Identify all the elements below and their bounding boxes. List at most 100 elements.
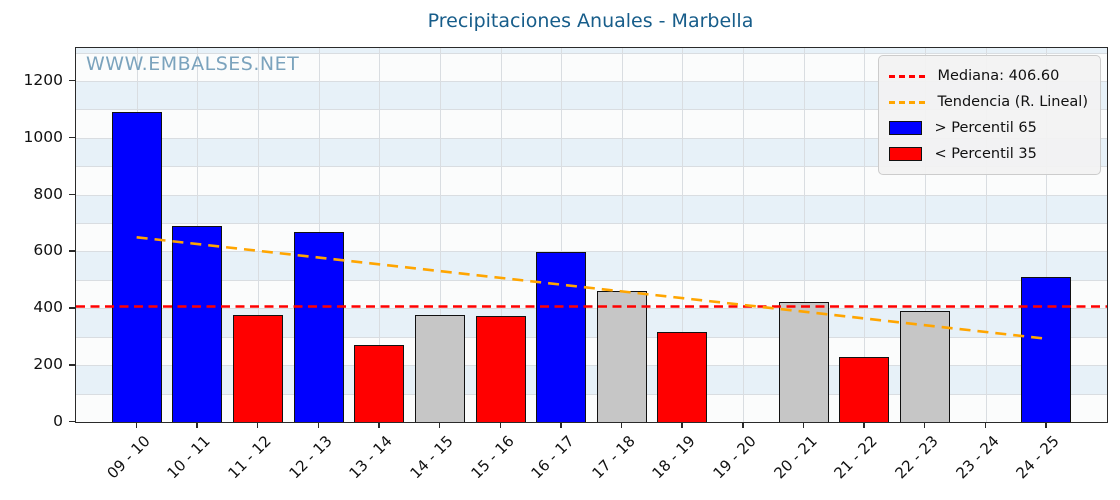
gridline-horizontal [76, 137, 1107, 139]
gridline-vertical [803, 48, 805, 422]
gridline-horizontal [76, 223, 1107, 225]
bar-18-19 [657, 331, 708, 422]
y-tick-label: 1200 [23, 70, 63, 89]
gridline-horizontal [76, 365, 1107, 367]
y-tick-mark [69, 79, 75, 82]
x-tick-mark [802, 422, 805, 428]
bar-13-14 [354, 344, 405, 422]
x-tick-mark [984, 422, 987, 428]
legend-item-percentil-65: > Percentil 65 [889, 115, 1088, 141]
x-tick-label: 12 - 13 [285, 432, 336, 483]
blue-rect-sample [889, 121, 923, 135]
background-stripe [76, 393, 1107, 422]
x-tick-label: 09 - 10 [103, 432, 154, 483]
x-tick-mark [863, 422, 865, 428]
gridline-vertical [561, 48, 563, 422]
trend-dashed-line-sample [889, 100, 926, 104]
gridline-horizontal [76, 166, 1107, 168]
gridline-vertical [682, 48, 684, 422]
bar-15-16 [475, 315, 526, 422]
x-tick-mark [681, 422, 683, 428]
x-tick-label: 20 - 21 [770, 432, 821, 483]
bar-24-25 [1021, 277, 1072, 422]
bar-22-23 [900, 310, 951, 422]
bar-11-12 [232, 315, 283, 422]
legend-item-percentil-35: < Percentil 35 [889, 141, 1088, 167]
y-tick-label: 600 [33, 241, 63, 260]
legend-item-trend: Tendencia (R. Lineal) [889, 89, 1088, 115]
y-tick-label: 0 [53, 412, 63, 430]
watermark: WWW.EMBALSES.NET [86, 53, 300, 75]
gridline-horizontal [76, 251, 1107, 253]
legend-label: > Percentil 65 [934, 120, 1037, 136]
x-tick-label: 21 - 22 [830, 432, 882, 483]
x-tick-mark [742, 422, 744, 428]
x-tick-mark [196, 422, 198, 428]
gridline-vertical [1046, 48, 1048, 422]
background-stripe [76, 336, 1107, 366]
gridline-horizontal [76, 109, 1107, 111]
x-tick-label: 24 - 25 [1012, 432, 1064, 483]
gridline-vertical [621, 48, 623, 422]
y-tick-mark [69, 364, 75, 366]
bar-17-18 [596, 291, 647, 422]
bar-14-15 [414, 314, 465, 422]
gridline-horizontal [76, 80, 1107, 82]
x-tick-mark [1045, 422, 1047, 428]
x-tick-mark [560, 422, 562, 428]
plot-area: WWW.EMBALSES.NET Mediana: 406.60 Tendenc… [75, 47, 1108, 423]
gridline-vertical [925, 48, 927, 422]
y-tick-label: 800 [33, 184, 63, 203]
y-tick-label: 400 [33, 298, 63, 317]
gridline-vertical [257, 48, 259, 422]
x-tick-mark [256, 422, 259, 428]
y-tick-label: 1000 [23, 127, 63, 146]
x-tick-mark [135, 422, 138, 428]
background-stripe [76, 251, 1107, 280]
red-rect-sample [889, 147, 923, 161]
legend-label: Mediana: 406.60 [937, 68, 1060, 84]
y-tick-label: 200 [33, 355, 63, 374]
gridline-vertical [864, 48, 866, 422]
y-tick-mark [69, 307, 75, 309]
bar-12-13 [293, 232, 344, 422]
gridline-vertical [439, 48, 441, 422]
legend-label: < Percentil 35 [934, 146, 1037, 162]
y-tick-mark [69, 250, 75, 252]
x-tick-label: 11 - 12 [224, 432, 275, 483]
legend-item-median: Mediana: 406.60 [889, 63, 1088, 89]
gridline-horizontal [76, 279, 1107, 281]
gridline-horizontal [76, 336, 1107, 338]
x-tick-label: 10 - 11 [163, 432, 215, 483]
x-tick-label: 22 - 23 [891, 432, 942, 483]
gridline-vertical [379, 48, 381, 422]
gridline-horizontal [76, 308, 1107, 310]
y-tick-mark [69, 421, 75, 423]
bar-09-10 [111, 112, 162, 422]
y-tick-mark [69, 193, 75, 196]
gridline-horizontal [76, 52, 1107, 54]
y-tick-mark [69, 136, 75, 139]
legend-label: Tendencia (R. Lineal) [937, 94, 1088, 110]
gridline-horizontal [76, 393, 1107, 395]
bar-20-21 [778, 301, 829, 422]
bar-16-17 [536, 252, 587, 422]
legend: Mediana: 406.60 Tendencia (R. Lineal) > … [878, 55, 1101, 175]
background-stripe [76, 48, 1107, 53]
gridline-horizontal [76, 194, 1107, 196]
background-stripe [76, 279, 1107, 309]
x-tick-label: 17 - 18 [588, 432, 639, 483]
x-tick-mark [499, 422, 501, 428]
x-tick-label: 14 - 15 [406, 432, 457, 483]
x-tick-mark [438, 422, 441, 428]
x-tick-label: 15 - 16 [466, 432, 518, 483]
x-tick-label: 13 - 14 [345, 432, 396, 483]
x-tick-mark [924, 422, 926, 428]
gridline-vertical [743, 48, 745, 422]
bar-10-11 [172, 225, 223, 422]
bar-21-22 [839, 356, 890, 422]
chart-title: Precipitaciones Anuales - Marbella [427, 10, 754, 32]
background-stripe [76, 308, 1107, 337]
gridline-vertical [500, 48, 502, 422]
